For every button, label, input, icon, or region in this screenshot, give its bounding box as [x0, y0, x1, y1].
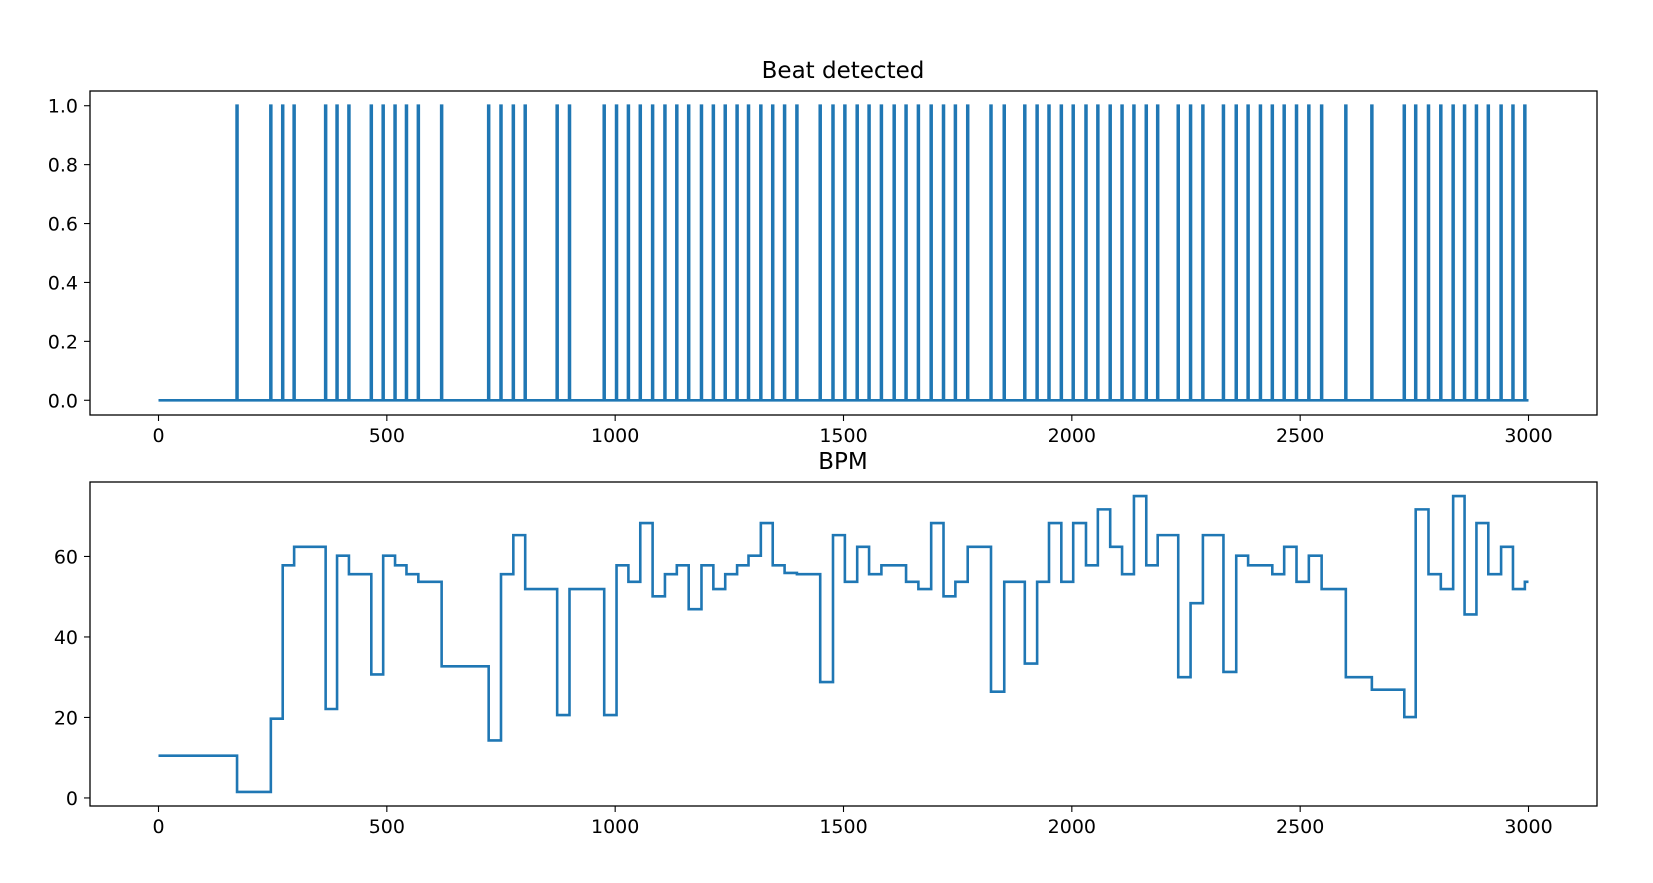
beat-x-tick-label: 2500	[1276, 425, 1324, 447]
beat-y-tick-label: 1.0	[48, 96, 78, 118]
bpm-title: BPM	[818, 449, 868, 475]
beat-y-tick-label: 0.4	[48, 272, 78, 294]
bpm-y-axis: 0 20 40 60	[54, 546, 90, 810]
bpm-y-tick-label: 0	[66, 788, 78, 810]
beat-x-tick-label: 0	[152, 425, 164, 447]
bpm-series	[158, 494, 1529, 794]
beat-x-tick-label: 1500	[819, 425, 867, 447]
beat-y-axis: 0.0 0.2 0.4 0.6 0.8 1.0	[48, 96, 90, 412]
beat-x-axis: 0 500 1000 1500 2000 2500 3000	[152, 415, 1553, 447]
bpm-axes-background	[90, 482, 1597, 806]
beat-x-tick-label: 2000	[1048, 425, 1096, 447]
beat-y-tick-label: 0.8	[48, 155, 78, 177]
bpm-x-tick-label: 1000	[591, 816, 639, 838]
beat-x-tick-label: 1000	[591, 425, 639, 447]
beat-x-tick-label: 3000	[1504, 425, 1552, 447]
bpm-x-tick-label: 0	[152, 816, 164, 838]
beat-y-tick-label: 0.6	[48, 214, 78, 236]
beat-series	[158, 104, 1529, 402]
bpm-y-tick-label: 20	[54, 707, 78, 729]
bpm-subplot: BPM 0 500 1000 1500 2000 2500 3000 0 20 40 60	[54, 449, 1598, 838]
bpm-x-tick-label: 1500	[819, 816, 867, 838]
beat-axes-frame	[89, 90, 1598, 416]
bpm-x-tick-label: 2500	[1276, 816, 1324, 838]
bpm-x-tick-label: 2000	[1048, 816, 1096, 838]
bpm-x-tick-label: 500	[369, 816, 405, 838]
beat-line	[158, 104, 1529, 402]
beat-detected-title: Beat detected	[762, 58, 925, 84]
bpm-y-tick-label: 60	[54, 546, 78, 568]
bpm-x-tick-label: 3000	[1504, 816, 1552, 838]
beat-detected-subplot: Beat detected 0 500 1000 1500 2000 2500 3000 0…	[48, 58, 1598, 447]
bpm-line	[158, 494, 1529, 794]
beat-y-tick-label: 0.2	[48, 331, 78, 353]
bpm-axes-frame	[89, 481, 1598, 807]
beat-x-tick-label: 500	[369, 425, 405, 447]
bpm-y-tick-label: 40	[54, 627, 78, 649]
bpm-x-axis: 0 500 1000 1500 2000 2500 3000	[152, 806, 1553, 838]
beat-y-tick-label: 0.0	[48, 390, 78, 412]
